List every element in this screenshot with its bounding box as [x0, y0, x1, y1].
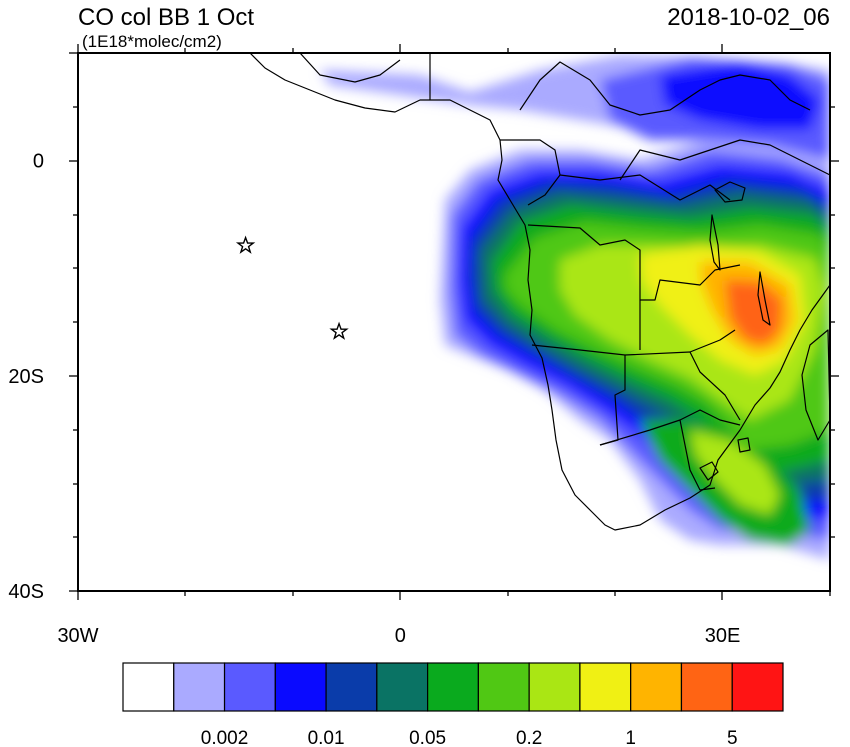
star-marker [329, 321, 349, 340]
border-8 [679, 419, 716, 491]
co-field [320, 55, 830, 560]
markers [235, 235, 349, 340]
colorbar-swatch [376, 662, 429, 712]
colorbar-swatch [731, 662, 784, 712]
map-plot [78, 53, 830, 591]
y-tick-labels: 0 20S 40S [8, 151, 44, 603]
coastlines [249, 53, 830, 531]
x-tick-labels: 30W 0 30E [57, 625, 740, 647]
border-3 [531, 329, 736, 356]
colorbar-swatch [173, 662, 226, 712]
star-marker [235, 235, 256, 254]
border-1 [500, 139, 561, 206]
x-tick-label: 30W [57, 625, 98, 647]
madagascar [801, 329, 830, 441]
map-title: CO col BB 1 Oct [78, 4, 254, 31]
colorbar-swatch [680, 662, 733, 712]
colorbar-swatch [122, 662, 175, 712]
colorbar-label: 0.05 [409, 728, 446, 747]
y-tick-label: 0 [33, 151, 44, 173]
border-9 [619, 139, 830, 181]
colorbar-swatch [528, 662, 581, 712]
lake-malawi [757, 271, 771, 326]
co-band-north-3 [660, 62, 820, 130]
colorbar-swatch [325, 662, 378, 712]
x-tick-label: 0 [395, 625, 406, 647]
colorbar-swatch [274, 662, 327, 712]
co-band-south-2 [690, 430, 780, 515]
y-tick-label: 20S [8, 366, 44, 388]
colorbar-swatch [427, 662, 479, 712]
border-7 [599, 409, 741, 446]
colorbar-label: 0.002 [201, 728, 249, 747]
lesotho [699, 461, 719, 481]
colorbar-swatch [630, 662, 683, 712]
colorbar-label: 0.2 [516, 728, 542, 747]
colorbar-label: 5 [727, 728, 738, 747]
co-band-11 [725, 280, 782, 345]
y-tick-label: 40S [8, 581, 44, 603]
map-units: (1E18*molec/cm2) [82, 32, 222, 51]
colorbar-swatch [579, 662, 632, 712]
lake-victoria [714, 181, 746, 203]
eswatini [737, 437, 751, 453]
border-6 [689, 351, 741, 421]
colorbar-label: 1 [625, 728, 636, 747]
colorbar-swatch [223, 662, 276, 712]
map-datetime: 2018-10-02_06 [667, 4, 830, 31]
border-13 [299, 53, 401, 83]
colorbar: 0.002 0.01 0.05 0.2 1 5 [122, 662, 784, 747]
border-11 [519, 61, 811, 116]
border-10 [559, 174, 731, 201]
lake-tanganyika [709, 214, 721, 271]
colorbar-label: 0.01 [308, 728, 345, 747]
axis-ticks [69, 44, 839, 600]
x-tick-label: 30E [705, 625, 741, 647]
coastline-west-africa [249, 53, 830, 531]
colorbar-swatch [477, 662, 530, 712]
